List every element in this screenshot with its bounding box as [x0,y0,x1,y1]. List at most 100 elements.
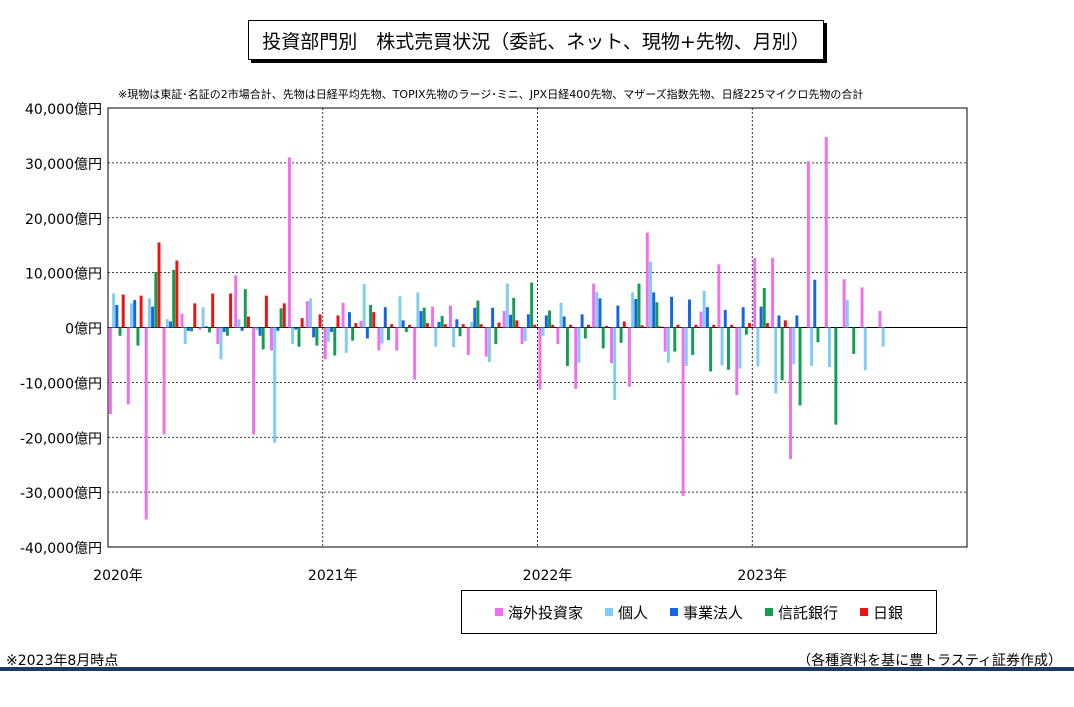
bar-2020-11-信託銀行 [297,327,301,347]
bar-2021-12-事業法人 [526,314,530,328]
bar-2022-09-個人 [684,327,688,366]
bar-2021-11-事業法人 [509,314,512,328]
bar-2023-03-海外投資家 [789,327,792,460]
bar-2022-07-信託銀行 [655,302,659,328]
legend-swatch [765,608,773,616]
bar-2021-08-信託銀行 [458,327,462,337]
legend-swatch [860,608,869,616]
bar-2021-12-日銀 [533,324,537,328]
bar-2020-06-事業法人 [204,326,208,328]
bar-2022-07-事業法人 [652,292,656,328]
bar-2021-04-事業法人 [383,307,387,328]
bar-2021-11-日銀 [515,320,519,328]
bar-2020-09-事業法人 [258,327,262,336]
bar-2021-09-信託銀行 [476,300,480,328]
bar-2021-06-信託銀行 [422,307,426,328]
y-tick-label: 40,000億円 [25,102,102,118]
legend-swatch [494,608,503,616]
y-tick-label: -30,000億円 [20,486,102,502]
bar-2022-05-信託銀行 [619,327,623,343]
bar-2022-12-事業法人 [741,307,745,328]
bar-2021-12-個人 [523,327,527,342]
bar-2023-02-日銀 [783,320,787,328]
bar-2021-03-日銀 [372,312,376,328]
bar-2023-01-日銀 [765,323,769,328]
chart-bars [108,137,885,520]
bar-2021-07-個人 [434,327,438,347]
bar-2020-07-信託銀行 [225,327,229,336]
bar-2022-09-海外投資家 [681,327,685,496]
bar-2022-08-事業法人 [670,296,674,328]
chart-note: ※現物は東証･名証の2市場合計、先物は日経平均先物、TOPIX先物のラージ･ミニ… [118,88,864,101]
bar-2023-06-信託銀行 [852,327,856,354]
bar-2020-04-個人 [165,319,169,328]
legend-swatch [669,608,678,616]
bar-2022-04-個人 [595,291,599,328]
bar-2020-04-信託銀行 [172,269,176,328]
bar-2022-10-個人 [702,290,706,328]
legend-label: 海外投資家 [507,603,583,622]
bar-2022-10-日銀 [712,324,716,328]
bar-2021-01-個人 [326,327,330,342]
bar-2021-06-海外投資家 [413,327,417,380]
bar-2021-11-海外投資家 [502,311,506,328]
bar-2021-06-日銀 [425,323,429,328]
bar-2021-07-事業法人 [437,322,441,328]
bar-2021-05-事業法人 [401,320,405,328]
bar-2021-08-個人 [452,327,456,348]
bar-2020-01-事業法人 [115,305,119,328]
bar-2020-08-個人 [237,319,241,328]
bar-2020-01-海外投資家 [108,327,112,415]
bar-2021-04-信託銀行 [386,327,390,341]
bar-2020-12-信託銀行 [315,327,319,346]
bar-2023-04-事業法人 [813,279,817,328]
bar-2021-03-個人 [362,284,366,328]
bar-2022-06-海外投資家 [627,327,631,387]
bar-2020-06-海外投資家 [198,327,202,330]
bar-2022-11-個人 [720,327,724,366]
bar-2021-07-海外投資家 [431,306,435,328]
bar-2022-08-日銀 [676,324,680,328]
y-tick-label: -10,000億円 [20,376,102,392]
bar-2022-07-海外投資家 [645,232,649,328]
bar-2022-01-日銀 [551,324,555,328]
y-tick-label: 10,000億円 [25,267,102,283]
bar-2020-10-信託銀行 [279,308,283,328]
bar-2020-09-個人 [255,327,259,331]
bar-2020-10-海外投資家 [270,327,273,351]
bar-2022-07-個人 [649,261,652,328]
bar-2020-06-信託銀行 [208,327,211,333]
bottom-rule [0,667,1074,671]
chart-title: 投資部門別 株式売買状況（委託、ネット、現物+先物、月別） [248,20,824,60]
bar-2021-04-海外投資家 [377,327,381,351]
bar-2021-05-海外投資家 [395,327,399,351]
bar-2020-03-事業法人 [151,306,155,328]
legend-item: 海外投資家 [494,602,583,623]
bar-2022-09-事業法人 [688,299,691,328]
bar-2022-02-日銀 [569,324,573,328]
bar-2021-02-日銀 [354,323,358,328]
bar-2020-04-事業法人 [169,321,172,328]
bar-2021-02-個人 [344,327,348,353]
bar-2023-02-海外投資家 [771,257,775,328]
legend-item: 信託銀行 [765,602,838,623]
bar-2023-04-海外投資家 [806,161,810,328]
bar-2023-05-信託銀行 [834,327,838,425]
bar-2021-01-日銀 [336,315,340,328]
bar-2022-03-信託銀行 [583,327,587,339]
y-tick-label: 0億円 [65,322,102,338]
bar-2020-02-日銀 [139,295,143,328]
bar-2022-05-事業法人 [616,305,620,328]
bar-2022-03-個人 [577,327,581,363]
legend-swatch [604,608,613,616]
bar-2021-09-日銀 [479,324,483,328]
bar-2023-07-海外投資家 [860,287,864,328]
bar-2022-11-信託銀行 [727,327,730,370]
bar-2022-05-日銀 [622,321,626,328]
bar-2023-03-事業法人 [795,315,799,328]
bar-2022-10-信託銀行 [709,327,713,372]
bar-2020-12-海外投資家 [305,301,309,328]
bar-2022-01-事業法人 [544,315,548,328]
bar-2022-02-個人 [559,302,563,328]
bar-2021-12-海外投資家 [520,327,524,344]
